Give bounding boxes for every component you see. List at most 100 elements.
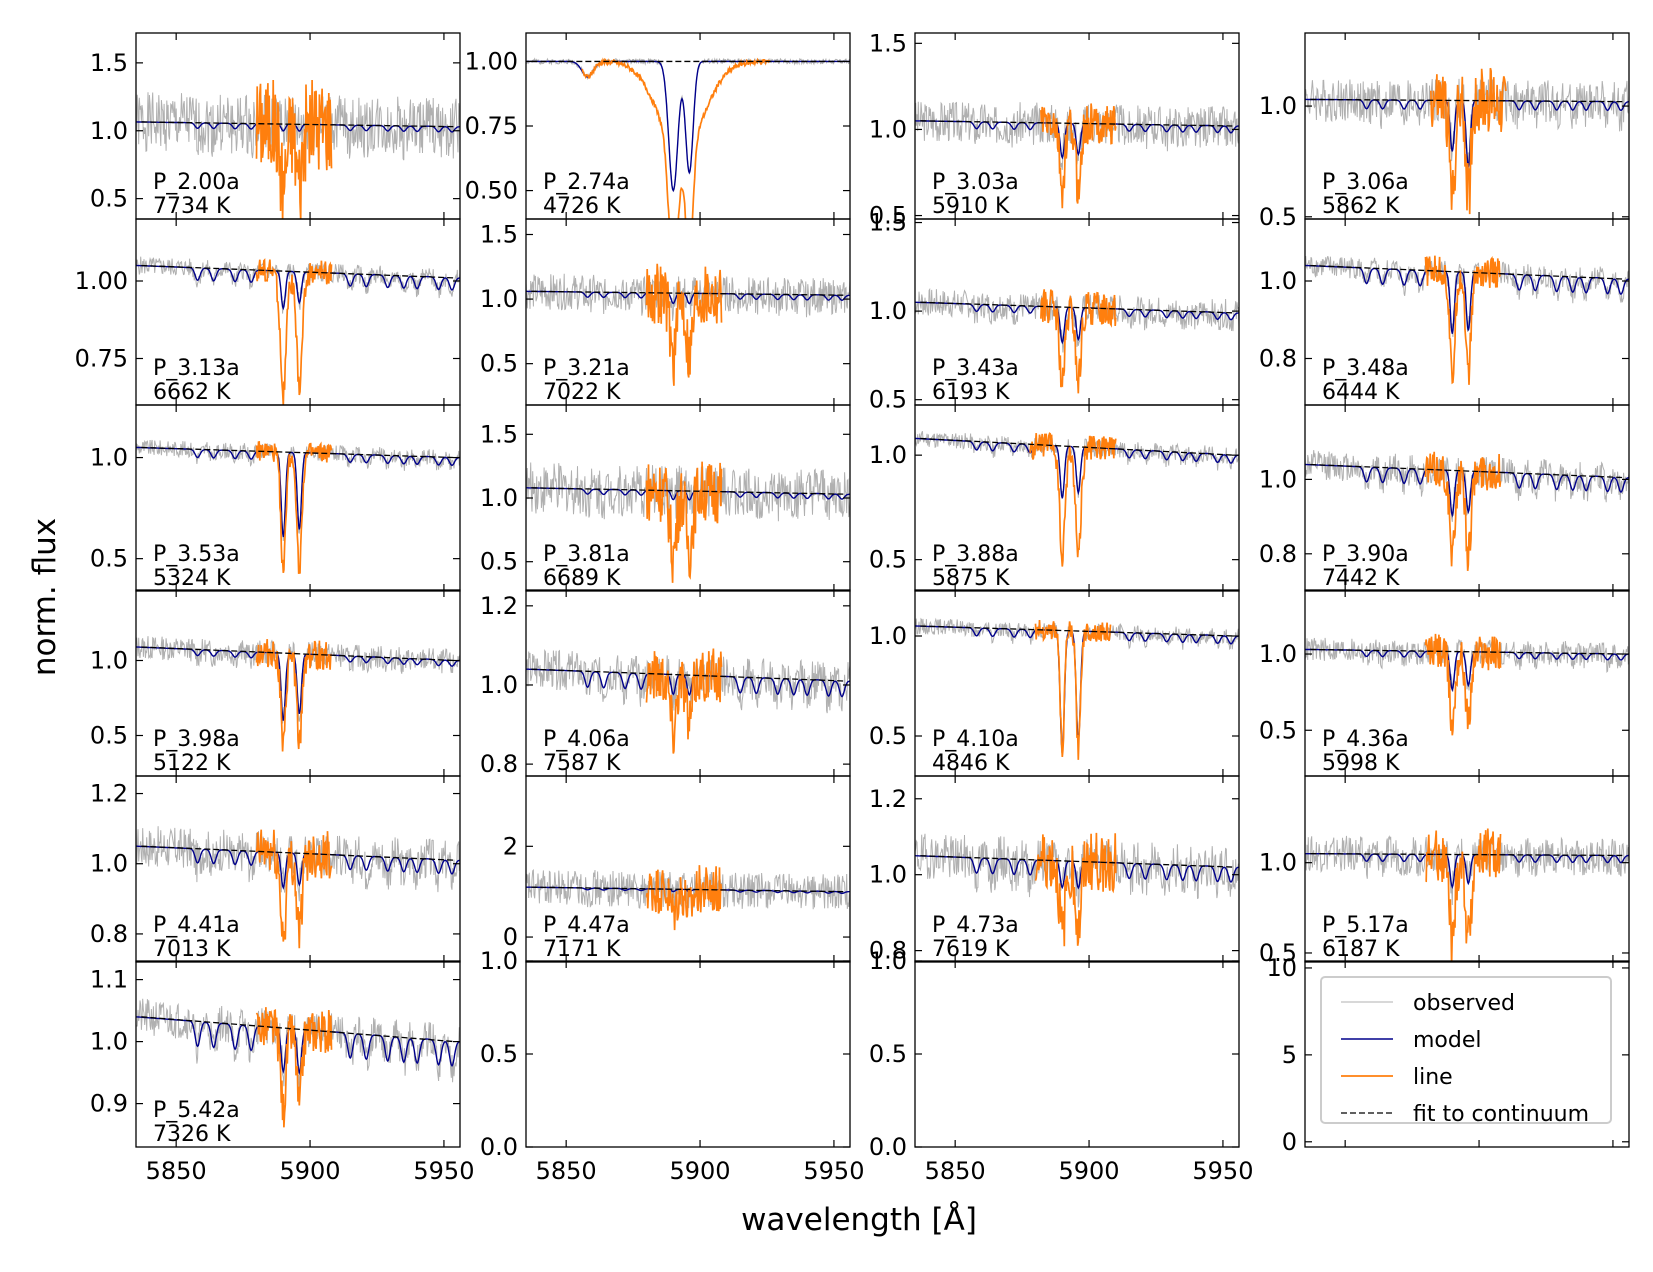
plot-area [526, 263, 850, 386]
observed-series [136, 256, 460, 314]
subplot-label: P_3.90a [1322, 542, 1409, 567]
y-tick-label: 10 [1266, 954, 1297, 982]
line-series [1425, 828, 1502, 962]
plot-area [1305, 828, 1629, 962]
model-series [915, 301, 1239, 345]
subplot-temperature: 5324 K [153, 566, 231, 591]
continuum-fit-line [141, 264, 455, 279]
y-tick-label: 0.8 [869, 937, 907, 965]
y-tick-label: 0.5 [869, 1040, 907, 1068]
axes-frame [914, 775, 1240, 963]
subplot-23: 0.0 0.5 1.0 5850 5900 5950 [869, 947, 1254, 1185]
continuum-fit-line [1310, 648, 1624, 655]
continuum-fit-line [920, 855, 1234, 868]
model-series [136, 446, 460, 538]
y-tick-label: 1.0 [90, 850, 128, 878]
x-tick-label: 5900 [670, 1157, 731, 1185]
line-series [1424, 633, 1502, 736]
plot-area [915, 617, 1239, 760]
subplot-label: P_4.10a [932, 727, 1019, 752]
continuum-fit-line [920, 301, 1234, 314]
continuum-fit-line [1310, 853, 1624, 857]
subplot-temperature: 6193 K [932, 380, 1010, 405]
plot-area [1305, 255, 1629, 385]
plot-area [526, 461, 850, 583]
line-series [645, 648, 723, 754]
continuum-fit-line [1310, 463, 1624, 479]
y-tick-label: 1.0 [1259, 92, 1297, 120]
y-tick-label: 1.2 [869, 785, 907, 813]
y-tick-label: 0 [1282, 1128, 1297, 1156]
subplot-label: P_4.47a [543, 913, 630, 938]
plot-area [136, 256, 460, 405]
legend-entry: line [1413, 1065, 1453, 1090]
subplot-label: P_5.17a [1322, 913, 1409, 938]
y-tick-label: 1.5 [480, 420, 518, 448]
line-series [255, 639, 333, 752]
y-tick-label: 1.0 [869, 622, 907, 650]
subplot-label: P_5.42a [153, 1098, 240, 1123]
subplot-label: P_3.21a [543, 356, 630, 381]
line-series [1424, 451, 1502, 571]
y-tick-label: 1.5 [480, 221, 518, 249]
subplot-temperature: 7442 K [1322, 566, 1400, 591]
continuum-fit-line [531, 886, 845, 893]
y-tick-label: 1.0 [1259, 465, 1297, 493]
observed-series [915, 287, 1239, 353]
y-tick-label: 0.50 [465, 177, 518, 205]
axes-frame [1304, 404, 1630, 592]
plot-area [1305, 67, 1629, 215]
observed-series [136, 826, 460, 902]
line-series [255, 258, 333, 405]
y-tick-label: 1.0 [480, 671, 518, 699]
plot-area [526, 865, 850, 931]
y-tick-label: 0.5 [90, 545, 128, 573]
x-tick-label: 5950 [1192, 1157, 1253, 1185]
y-tick-label: 0.8 [1259, 345, 1297, 373]
y-tick-label: 0.5 [869, 546, 907, 574]
y-tick-label: 1.0 [480, 285, 518, 313]
y-tick-label: 0.75 [465, 112, 518, 140]
line-series [581, 57, 771, 219]
subplot-label: P_3.53a [153, 542, 240, 567]
subplot-temperature: 6444 K [1322, 380, 1400, 405]
y-tick-label: 5 [1282, 1041, 1297, 1069]
observed-series [136, 439, 460, 542]
subplot-temperature: 7734 K [153, 194, 231, 219]
y-tick-label: 1.2 [480, 592, 518, 620]
subplot-24: observed model line fit to continuum 0 5 10 [1266, 954, 1630, 1156]
continuum-fit-line [141, 121, 455, 128]
y-tick-label: 1.0 [90, 444, 128, 472]
subplot-temperature: 6689 K [543, 566, 621, 591]
plot-area [915, 832, 1239, 947]
axes-frame [1304, 960, 1630, 1148]
y-tick-label: 0.5 [869, 386, 907, 414]
subplot-22: 0.0 0.5 1.0 5850 5900 5950 [480, 947, 865, 1185]
x-tick-label: 5900 [1059, 1157, 1120, 1185]
plot-area [136, 998, 460, 1128]
y-tick-label: 0.5 [480, 548, 518, 576]
continuum-fit-line [531, 290, 845, 296]
x-tick-label: 5850 [146, 1157, 207, 1185]
plot-area [1305, 633, 1629, 736]
subplot-temperature: 4846 K [932, 751, 1010, 776]
observed-series [136, 92, 460, 161]
observed-series [526, 273, 850, 321]
y-tick-label: 1.0 [480, 484, 518, 512]
y-tick-label: 1.0 [869, 861, 907, 889]
plot-area [136, 826, 460, 949]
subplot-label: P_3.48a [1322, 356, 1409, 381]
y-tick-label: 1.0 [1259, 849, 1297, 877]
line-series [1430, 67, 1507, 215]
